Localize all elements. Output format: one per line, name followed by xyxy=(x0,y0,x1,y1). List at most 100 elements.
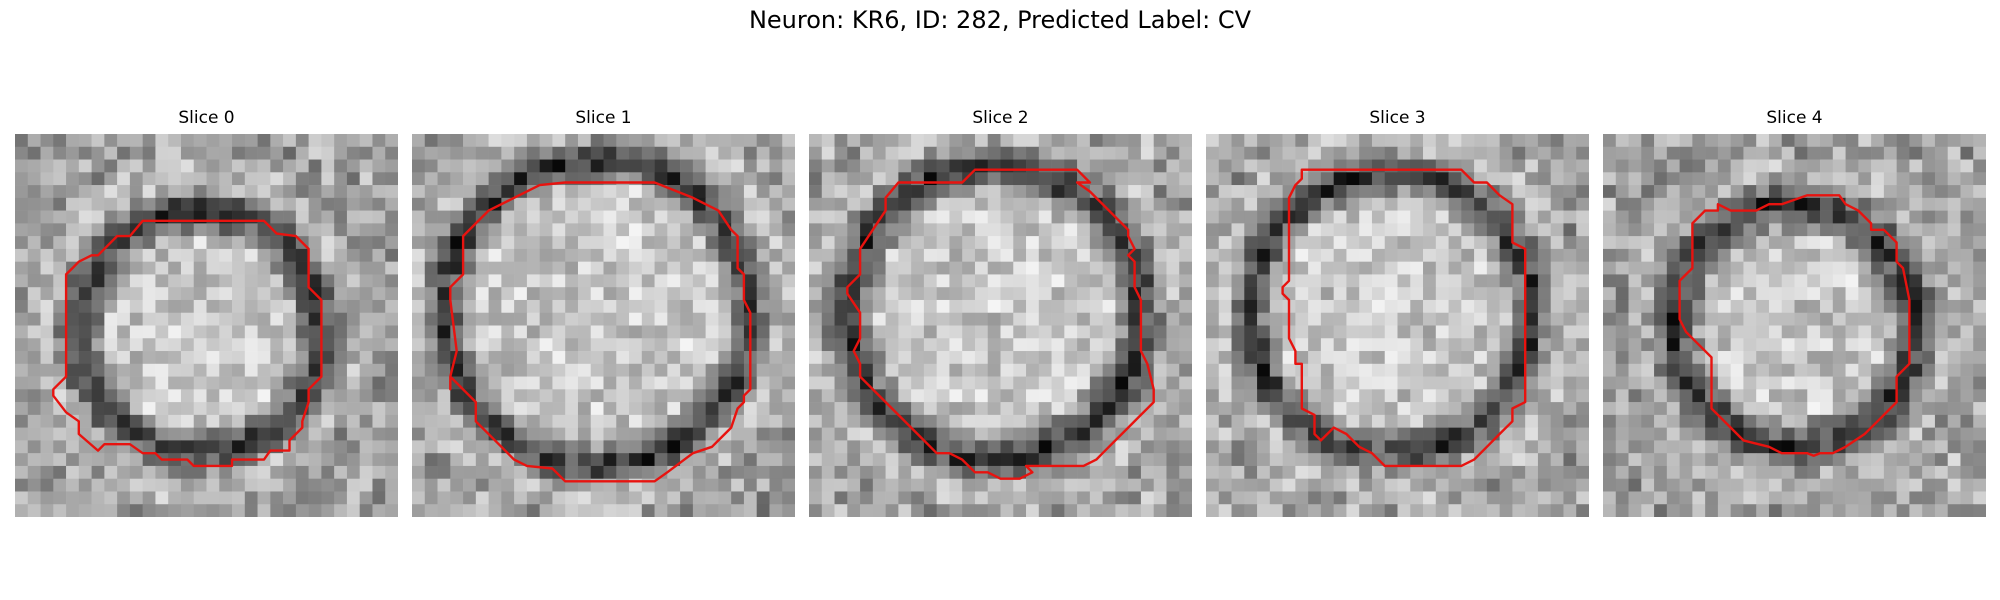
pixel-cell xyxy=(1461,376,1475,390)
pixel-cell xyxy=(1922,146,1936,160)
pixel-cell xyxy=(911,363,925,377)
pixel-cell xyxy=(1666,185,1680,199)
pixel-cell xyxy=(577,261,592,275)
pixel-cell xyxy=(1525,465,1539,479)
pixel-cell xyxy=(257,325,271,339)
pixel-cell xyxy=(654,453,668,467)
pixel-cell xyxy=(1153,504,1167,517)
pixel-cell xyxy=(308,134,322,148)
pixel-cell xyxy=(1371,287,1386,301)
pixel-cell xyxy=(590,325,604,339)
pixel-cell xyxy=(385,465,398,479)
pixel-cell xyxy=(232,248,246,262)
pixel-cell xyxy=(1000,427,1014,441)
pixel-cell xyxy=(898,299,912,314)
pixel-cell xyxy=(142,299,156,314)
pixel-cell xyxy=(654,134,668,148)
pixel-cell xyxy=(1359,427,1373,441)
pixel-cell xyxy=(437,248,451,262)
pixel-cell xyxy=(1448,299,1462,314)
pixel-cell xyxy=(257,465,271,479)
pixel-cell xyxy=(1743,351,1757,365)
pixel-cell xyxy=(15,287,29,301)
pixel-cell xyxy=(1909,465,1923,479)
pixel-cell xyxy=(1231,236,1245,250)
pixel-cell xyxy=(539,338,553,352)
pixel-cell xyxy=(1883,287,1897,301)
pixel-cell xyxy=(1026,236,1040,250)
pixel-cell xyxy=(1973,491,1986,505)
pixel-cell xyxy=(834,363,848,377)
pixel-cell xyxy=(1807,427,1821,441)
pixel-cell xyxy=(1512,363,1526,377)
pixel-cell xyxy=(1486,504,1500,517)
pixel-cell xyxy=(1730,312,1744,326)
pixel-cell xyxy=(1423,478,1437,492)
pixel-cell xyxy=(949,427,963,441)
pixel-cell xyxy=(1794,440,1808,454)
pixel-cell xyxy=(1628,236,1642,250)
pixel-cell xyxy=(1371,236,1386,250)
pixel-cell xyxy=(1013,376,1027,390)
pixel-cell xyxy=(1308,389,1322,403)
pixel-cell xyxy=(603,223,617,237)
pixel-cell xyxy=(1807,172,1821,186)
pixel-cell xyxy=(1397,146,1411,160)
pixel-cell xyxy=(898,376,912,390)
pixel-cell xyxy=(1115,351,1129,365)
pixel-cell xyxy=(590,261,604,275)
pixel-cell xyxy=(53,491,67,505)
pixel-cell xyxy=(526,402,540,416)
pixel-cell xyxy=(1909,312,1923,326)
pixel-cell xyxy=(1794,325,1808,339)
pixel-cell xyxy=(1641,402,1655,416)
pixel-cell xyxy=(1231,363,1245,377)
pixel-cell xyxy=(1218,134,1232,148)
pixel-cell xyxy=(1038,389,1052,403)
pixel-cell xyxy=(1896,146,1910,160)
pixel-cell xyxy=(1666,465,1680,479)
pixel-cell xyxy=(1371,363,1386,377)
pixel-cell xyxy=(1973,453,1986,467)
pixel-cell xyxy=(616,504,630,517)
pixel-cell xyxy=(641,312,655,326)
pixel-cell xyxy=(821,146,835,160)
pixel-cell xyxy=(898,325,912,339)
pixel-cell xyxy=(680,223,694,237)
pixel-cell xyxy=(616,261,630,275)
pixel-cell xyxy=(155,261,169,275)
pixel-cell xyxy=(359,414,373,428)
pixel-cell xyxy=(142,146,156,160)
pixel-cell xyxy=(1102,236,1116,250)
pixel-cell xyxy=(705,338,719,352)
pixel-cell xyxy=(1679,491,1693,505)
pixel-cell xyxy=(1384,440,1398,454)
pixel-cell xyxy=(1346,197,1360,211)
pixel-cell xyxy=(1295,146,1309,160)
pixel-cell xyxy=(680,236,694,250)
pixel-cell xyxy=(743,159,757,173)
pixel-cell xyxy=(232,504,246,517)
pixel-cell xyxy=(283,185,297,199)
pixel-cell xyxy=(743,402,757,416)
pixel-cell xyxy=(1397,453,1411,467)
pixel-cell xyxy=(603,146,617,160)
pixel-cell xyxy=(1435,491,1449,505)
pixel-cell xyxy=(1000,312,1014,326)
pixel-cell xyxy=(603,248,617,262)
pixel-cell xyxy=(577,248,592,262)
pixel-cell xyxy=(987,402,1001,416)
pixel-cell xyxy=(603,351,617,365)
pixel-cell xyxy=(936,146,950,160)
pixel-cell xyxy=(680,338,694,352)
pixel-cell xyxy=(872,146,886,160)
pixel-cell xyxy=(1858,312,1872,326)
pixel-cell xyxy=(437,312,451,326)
pixel-cell xyxy=(1537,312,1551,326)
pixel-cell xyxy=(1244,299,1258,314)
pixel-cell xyxy=(1692,312,1706,326)
pixel-cell xyxy=(565,287,579,301)
pixel-cell xyxy=(1448,134,1462,148)
pixel-cell xyxy=(1641,134,1655,148)
